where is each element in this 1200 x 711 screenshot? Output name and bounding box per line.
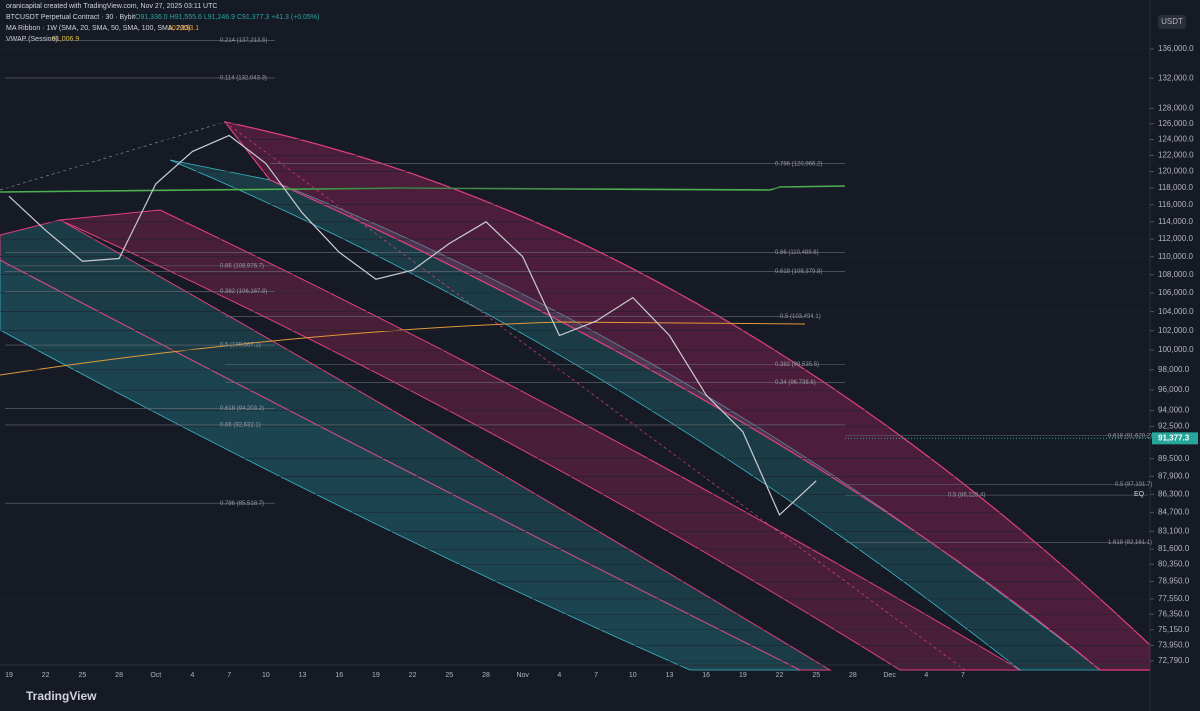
x-tick-label: 10 [262, 672, 270, 679]
last-price-box [1152, 432, 1198, 445]
x-tick-label: 7 [227, 672, 231, 679]
fib-label: 0.66 (110,489.6) [775, 250, 819, 256]
eq-label: EQ [1134, 491, 1145, 498]
y-tick-label: 110,000.0 [1158, 252, 1194, 261]
x-tick-label: 4 [191, 672, 195, 679]
y-tick-label: 73,950.0 [1158, 641, 1190, 650]
fib-label: 0.786 (85,518.7) [220, 501, 264, 507]
y-tick-label: 83,100.0 [1158, 526, 1190, 535]
x-tick-label: Dec [883, 672, 896, 679]
x-tick-label: 16 [702, 672, 710, 679]
y-tick-label: 80,350.0 [1158, 559, 1190, 568]
y-tick-label: 86,300.0 [1158, 489, 1190, 498]
y-tick-label: 104,000.0 [1158, 307, 1194, 316]
last-price-label: 91,377.3 [1158, 433, 1190, 442]
x-tick-label: 19 [5, 672, 13, 679]
y-tick-label: 100,000.0 [1158, 345, 1194, 354]
fib-label: 0.382 (98,535.5) [775, 362, 819, 368]
y-tick-label: 106,000.0 [1158, 288, 1194, 297]
y-tick-label: 77,550.0 [1158, 594, 1190, 603]
series-legend: BTCUSDT Perpetual Contract · 30 · Bybit [6, 14, 135, 21]
vwap: VWAP (Session) [6, 36, 58, 43]
fib-label: 0.5 (103,494.1) [780, 314, 821, 320]
y-tick-label: 75,150.0 [1158, 625, 1190, 634]
fib-label: 0.786 (120,966.2) [775, 161, 822, 167]
y-tick-label: 94,000.0 [1158, 406, 1190, 415]
fib-label: 0.34 (96,738.6) [775, 380, 816, 386]
y-tick-label: 78,950.0 [1158, 577, 1190, 586]
x-tick-label: 13 [299, 672, 307, 679]
y-tick-label: 98,000.0 [1158, 365, 1190, 374]
x-tick-label: 25 [78, 672, 86, 679]
fib-label: 0.5 (87,191.7) [1115, 482, 1152, 488]
y-tick-label: 96,000.0 [1158, 385, 1190, 394]
y-tick-label: 114,000.0 [1158, 217, 1194, 226]
y-tick-label: 81,600.0 [1158, 544, 1190, 553]
ma-ribbon-value: 102,653.1 [168, 25, 199, 32]
fib-label: 0.618 (94,203.2) [220, 406, 264, 412]
x-tick-label: Nov [516, 672, 529, 679]
y-tick-label: 118,000.0 [1158, 183, 1194, 192]
vwap-value: 91,006.9 [52, 36, 79, 43]
ma-line [0, 185, 846, 193]
currency[interactable]: USDT [1161, 17, 1183, 26]
y-tick-label: 89,500.0 [1158, 454, 1190, 463]
x-tick-label: 28 [849, 672, 857, 679]
y-tick-label: 72,790.0 [1158, 656, 1190, 665]
y-tick-label: 92,500.0 [1158, 421, 1190, 430]
x-tick-label: 28 [482, 672, 490, 679]
y-tick-label: 116,000.0 [1158, 200, 1194, 209]
x-tick-label: 7 [594, 672, 598, 679]
ohlc: O91,336.0 H91,555.6 L91,246.9 C91,377.3 … [135, 14, 319, 21]
x-tick-label: 22 [42, 672, 50, 679]
fib-label: 0.214 (137,213.5) [220, 38, 267, 44]
currency-button[interactable] [1158, 15, 1186, 29]
x-tick-label: 7 [961, 672, 965, 679]
fib-label: 0.66 (92,632.1) [220, 423, 261, 429]
x-tick-label: Oct [150, 672, 161, 679]
fib-label: 0.382 (106,167.8) [220, 289, 267, 295]
y-tick-label: 112,000.0 [1158, 234, 1194, 243]
y-tick-label: 102,000.0 [1158, 326, 1194, 335]
x-tick-label: 10 [629, 672, 637, 679]
y-tick-label: 132,000.0 [1158, 73, 1194, 82]
x-tick-label: 22 [409, 672, 417, 679]
fib-label: 0.618 (108,379.8) [775, 269, 822, 275]
y-tick-label: 126,000.0 [1158, 119, 1194, 128]
x-tick-label: 19 [739, 672, 747, 679]
fib-label: 0.114 (132,043.3) [220, 75, 267, 81]
fib-label: 0.5 (86,228.4) [948, 493, 985, 499]
ma-ribbon: MA Ribbon · 1W (SMA, 20, SMA, 50, SMA, 1… [6, 25, 190, 32]
fib-label: 0.66 (108,976.7) [220, 263, 264, 269]
y-tick-label: 122,000.0 [1158, 150, 1194, 159]
y-tick-label: 84,700.0 [1158, 508, 1190, 517]
credit: oranicapital created with TradingView.co… [6, 3, 217, 10]
y-tick-label: 76,350.0 [1158, 609, 1190, 618]
y-tick-label: 124,000.0 [1158, 135, 1194, 144]
x-tick-label: 4 [557, 672, 561, 679]
y-tick-label: 108,000.0 [1158, 270, 1194, 279]
y-tick-label: 136,000.0 [1158, 44, 1194, 53]
x-tick-label: 4 [924, 672, 928, 679]
x-tick-label: 19 [372, 672, 380, 679]
y-tick-label: 87,900.0 [1158, 471, 1190, 480]
x-tick-label: 13 [666, 672, 674, 679]
x-tick-label: 25 [445, 672, 453, 679]
price-line [8, 134, 817, 516]
x-tick-label: 28 [115, 672, 123, 679]
x-tick-label: 16 [335, 672, 343, 679]
fib-label: 0.5 (100,507.1) [220, 343, 261, 349]
fib-label: 0.618 (91,620.2) [1108, 433, 1152, 439]
x-tick-label: 25 [812, 672, 820, 679]
fib-label: 1.618 (82,161.1) [1108, 540, 1152, 546]
vwap-line [0, 321, 806, 376]
logo: TradingView [26, 689, 97, 703]
x-tick-label: 22 [776, 672, 784, 679]
y-tick-label: 120,000.0 [1158, 167, 1194, 176]
y-tick-label: 128,000.0 [1158, 103, 1194, 112]
